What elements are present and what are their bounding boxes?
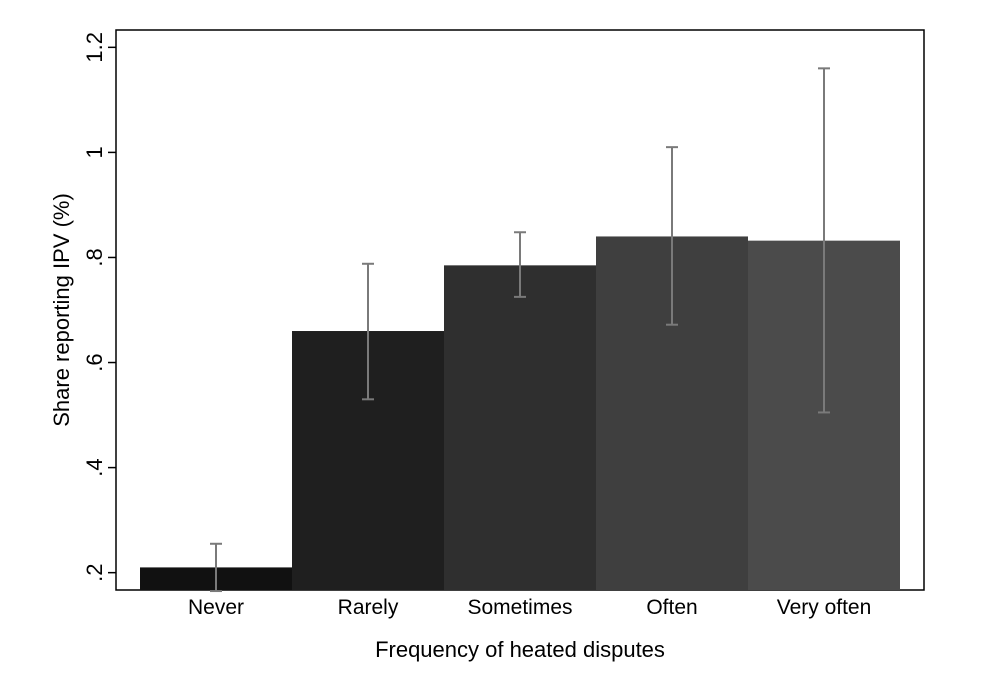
y-tick-label: .6 — [82, 353, 107, 371]
x-tick-label: Never — [188, 596, 244, 619]
y-tick-label: .4 — [82, 458, 107, 476]
x-tick-label: Sometimes — [467, 596, 572, 619]
x-tick-label: Very often — [777, 596, 872, 619]
y-tick-label: 1.2 — [82, 32, 107, 63]
y-axis-title: Share reporting IPV (%) — [49, 193, 74, 427]
y-tick-label: .8 — [82, 248, 107, 266]
x-tick-label: Rarely — [338, 596, 399, 619]
error-bars-group — [210, 67, 830, 593]
y-tick-label: 1 — [82, 146, 107, 158]
bar-sometimes — [444, 265, 596, 590]
y-axis: .2 .4 .6 .8 1 1.2 — [82, 32, 116, 582]
x-axis-title: Frequency of heated disputes — [375, 637, 665, 662]
x-tick-label: Often — [646, 596, 697, 619]
x-axis: Never Rarely Sometimes Often Very often — [188, 596, 871, 619]
y-tick-label: .2 — [82, 563, 107, 581]
